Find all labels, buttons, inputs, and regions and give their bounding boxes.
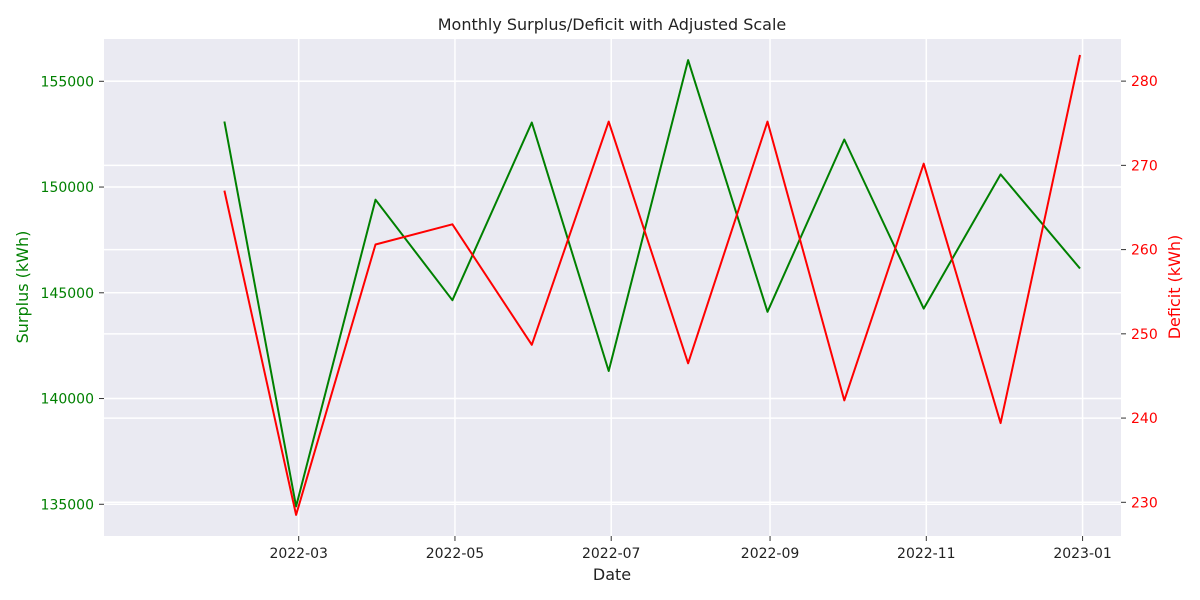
left-y-tick-label: 150000 — [41, 180, 94, 196]
surplus-line — [223, 59, 1081, 508]
right-y-tick-label: 270 — [1131, 158, 1158, 174]
left-y-tick-label: 145000 — [41, 286, 94, 302]
deficit-line — [223, 54, 1081, 516]
right-y-tick-label: 250 — [1131, 327, 1158, 343]
left-y-tick-label: 155000 — [41, 74, 94, 90]
plot-background — [104, 39, 1121, 536]
right-y-tick-label: 280 — [1131, 74, 1158, 90]
series-lines — [223, 54, 1081, 516]
x-tick-label: 2022-09 — [741, 546, 800, 562]
right-y-tick-label: 230 — [1131, 495, 1158, 511]
left-y-tick-label: 140000 — [41, 392, 94, 408]
chart-title: Monthly Surplus/Deficit with Adjusted Sc… — [438, 15, 787, 34]
grid — [104, 39, 1121, 536]
x-tick-label: 2022-11 — [897, 546, 956, 562]
right-y-tick-label: 260 — [1131, 243, 1158, 259]
x-tick-label: 2022-05 — [426, 546, 485, 562]
x-tick-label: 2022-03 — [269, 546, 328, 562]
left-y-tick-label: 135000 — [41, 497, 94, 513]
right-y-axis-label: Deficit (kWh) — [1165, 235, 1184, 340]
x-axis-label: Date — [593, 565, 631, 584]
right-y-tick-label: 240 — [1131, 411, 1158, 427]
x-tick-label: 2023-01 — [1053, 546, 1112, 562]
x-tick-label: 2022-07 — [582, 546, 641, 562]
left-y-axis-label: Surplus (kWh) — [13, 231, 32, 344]
tick-labels: 2022-03 2022-05 2022-07 2022-09 2022-11 2023-… — [41, 74, 1158, 562]
